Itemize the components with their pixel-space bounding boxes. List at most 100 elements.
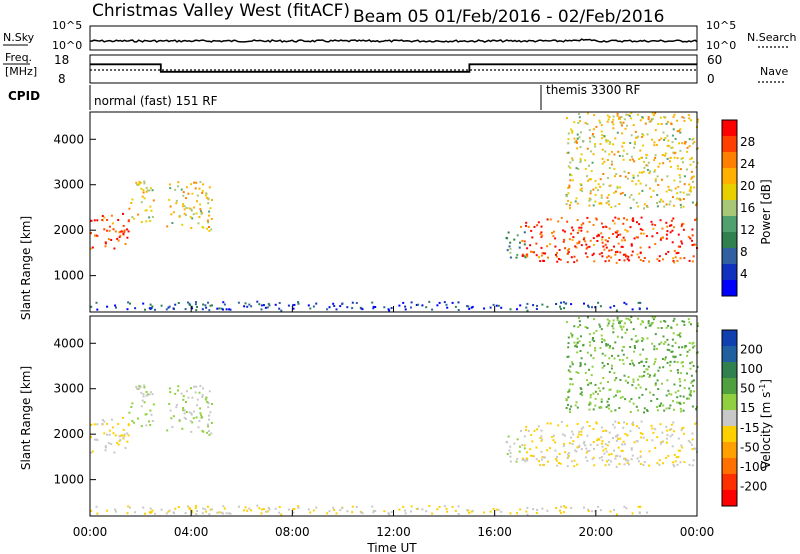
power-cell	[267, 302, 270, 305]
velocity-cell	[631, 512, 634, 515]
velocity-cell	[673, 317, 676, 320]
power-cell	[691, 244, 694, 247]
velocity-ylabel: Slant Range [km]	[19, 366, 33, 470]
velocity-cell	[428, 504, 431, 507]
power-cell	[608, 184, 611, 187]
velocity-cell	[575, 401, 578, 404]
velocity-cell	[662, 404, 665, 407]
power-cell	[209, 304, 212, 307]
velocity-cell	[576, 351, 579, 354]
colorbar-tick-label: 4	[740, 267, 748, 281]
velocity-cell	[665, 326, 668, 329]
velocity-cell	[567, 336, 570, 339]
velocity-cell	[104, 445, 107, 448]
power-cell	[572, 229, 575, 232]
velocity-cell	[627, 317, 630, 320]
velocity-cell	[567, 369, 570, 372]
velocity-cell	[632, 328, 635, 331]
power-cell	[622, 149, 625, 152]
velocity-cell	[651, 316, 654, 319]
velocity-cell	[692, 459, 695, 462]
velocity-cell	[410, 505, 413, 508]
power-cell	[237, 301, 240, 304]
velocity-colorbar-label: Velocity [m s-1]	[758, 379, 773, 469]
velocity-cell	[627, 376, 630, 378]
power-cell	[101, 215, 104, 217]
velocity-cell	[190, 413, 193, 416]
power-cell	[590, 178, 592, 181]
velocity-cell	[540, 450, 543, 453]
power-cell	[588, 164, 590, 167]
velocity-cell	[598, 406, 601, 409]
power-cell	[688, 259, 691, 262]
velocity-cell	[190, 509, 193, 512]
colorbar-swatch	[722, 152, 737, 169]
power-cell	[682, 191, 685, 194]
velocity-cell	[641, 393, 644, 396]
velocity-cell	[646, 410, 649, 412]
power-cell	[404, 305, 407, 308]
velocity-cell	[637, 378, 639, 381]
power-cell	[583, 302, 585, 305]
power-cell	[151, 189, 154, 192]
power-cell	[187, 301, 189, 304]
velocity-cell	[595, 421, 598, 424]
colorbar-swatch	[722, 362, 737, 379]
velocity-cell	[637, 409, 640, 412]
power-cell	[188, 207, 191, 210]
power-cell	[650, 195, 653, 198]
velocity-cell	[280, 513, 283, 516]
velocity-cell	[666, 348, 669, 351]
velocity-cell	[692, 364, 695, 367]
power-cell	[206, 196, 209, 199]
power-cell	[594, 145, 597, 148]
velocity-cell	[604, 464, 607, 467]
velocity-cell	[90, 436, 92, 439]
velocity-cell	[539, 437, 542, 439]
power-cell	[647, 116, 650, 119]
velocity-cell	[601, 338, 604, 341]
velocity-cell	[630, 398, 633, 400]
velocity-cell	[672, 421, 675, 424]
power-cell	[559, 307, 562, 310]
velocity-cell	[570, 405, 573, 408]
velocity-cell	[673, 360, 676, 363]
velocity-cell	[591, 365, 594, 368]
velocity-cell	[431, 512, 434, 515]
power-cell	[134, 307, 137, 310]
freq-frame	[89, 54, 698, 84]
velocity-cell	[620, 320, 623, 322]
velocity-cell	[103, 420, 106, 423]
power-cell	[569, 161, 572, 164]
velocity-cell	[180, 392, 183, 395]
velocity-cell	[600, 426, 603, 429]
power-cell	[623, 259, 626, 262]
power-cell	[183, 205, 186, 208]
colorbar-tick-label: 24	[740, 157, 755, 171]
power-cell	[586, 246, 589, 249]
power-cell	[513, 238, 516, 241]
power-cell	[619, 186, 621, 189]
velocity-cell	[691, 432, 694, 435]
power-cell	[666, 157, 669, 160]
velocity-cell	[195, 416, 198, 419]
velocity-cell	[623, 374, 626, 377]
power-cell	[174, 188, 177, 191]
power-cell	[600, 222, 603, 225]
power-cell	[200, 210, 203, 213]
power-cell	[679, 176, 682, 179]
power-cell	[608, 142, 611, 145]
power-cell	[669, 156, 672, 159]
velocity-cell	[529, 448, 532, 451]
power-cell	[621, 245, 624, 248]
velocity-cell	[191, 396, 194, 399]
velocity-cell	[198, 420, 201, 422]
power-cell	[328, 306, 331, 309]
velocity-cell	[307, 508, 310, 511]
power-cell	[262, 304, 265, 307]
power-cell	[636, 253, 639, 256]
velocity-cell	[576, 463, 579, 466]
velocity-cell	[421, 508, 424, 511]
velocity-cell	[677, 389, 680, 392]
velocity-cell	[660, 441, 663, 444]
